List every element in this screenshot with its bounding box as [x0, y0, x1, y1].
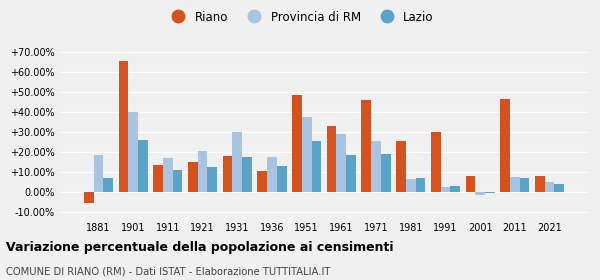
Bar [535, 176, 545, 192]
Bar [500, 99, 510, 192]
Text: COMUNE DI RIANO (RM) - Dati ISTAT - Elaborazione TUTTITALIA.IT: COMUNE DI RIANO (RM) - Dati ISTAT - Elab… [6, 266, 331, 276]
Bar [311, 141, 321, 192]
Bar [475, 192, 485, 195]
Bar [371, 141, 381, 192]
Bar [450, 186, 460, 192]
Bar [198, 151, 208, 192]
Bar [466, 176, 475, 192]
Bar [510, 178, 520, 192]
Bar [232, 132, 242, 192]
Bar [208, 167, 217, 192]
Bar [520, 178, 529, 192]
Bar [138, 140, 148, 192]
Bar [361, 101, 371, 192]
Bar [431, 132, 440, 192]
Bar [223, 157, 232, 192]
Bar [545, 182, 554, 192]
Bar [257, 171, 267, 192]
Bar [406, 179, 416, 192]
Bar [416, 178, 425, 192]
Bar [327, 126, 337, 192]
Bar [128, 112, 138, 192]
Bar [242, 157, 252, 192]
Bar [292, 95, 302, 192]
Bar [188, 162, 198, 192]
Bar [302, 117, 311, 192]
Text: Variazione percentuale della popolazione ai censimenti: Variazione percentuale della popolazione… [6, 241, 394, 254]
Bar [440, 187, 450, 192]
Bar [554, 185, 564, 192]
Bar [277, 166, 287, 192]
Bar [84, 192, 94, 203]
Bar [119, 61, 128, 192]
Bar [346, 155, 356, 192]
Bar [94, 155, 103, 192]
Bar [396, 141, 406, 192]
Bar [381, 154, 391, 192]
Bar [163, 158, 173, 192]
Bar [267, 157, 277, 192]
Bar [154, 165, 163, 192]
Bar [485, 192, 494, 193]
Bar [103, 178, 113, 192]
Legend: Riano, Provincia di RM, Lazio: Riano, Provincia di RM, Lazio [161, 6, 439, 28]
Bar [173, 171, 182, 192]
Bar [337, 134, 346, 192]
